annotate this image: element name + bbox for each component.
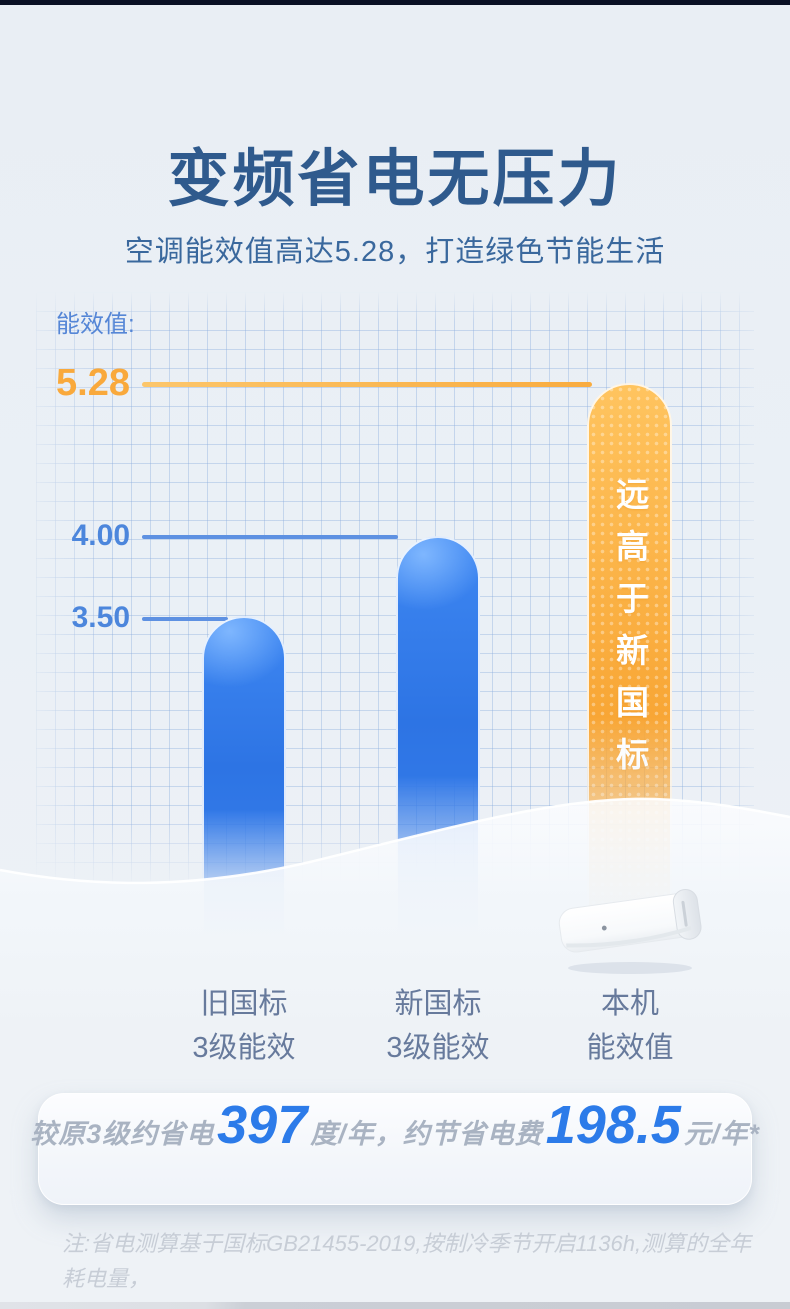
footnote: 注:省电测算基于国标GB21455-2019,按制冷季节开启1136h,测算的全… <box>62 1226 752 1309</box>
banner-value-money: 198.5 <box>545 1095 681 1155</box>
page-subtitle: 空调能效值高达5.28，打造绿色节能生活 <box>124 236 666 268</box>
banner-value-kwh: 397 <box>217 1095 308 1155</box>
bar-label-this-unit: 本机 能效值 <box>520 982 740 1070</box>
bar-label-line: 旧国标 <box>200 988 288 1020</box>
bar-label-line: 新国标 <box>394 988 482 1020</box>
tick-line-400 <box>142 535 398 539</box>
bar-label-old-standard: 旧国标 3级能效 <box>134 982 354 1070</box>
bar-label-line: 3级能效 <box>386 1032 490 1064</box>
bar-label-line: 本机 <box>600 988 659 1020</box>
banner-text-before: 较原3级约省电 <box>30 1119 215 1149</box>
tick-label-528: 5.28 <box>56 362 130 404</box>
savings-banner: 较原3级约省电 397 度/年，约节省电费 198.5 元/年* <box>30 1093 759 1205</box>
page-title: 变频省电无压力 <box>167 145 623 214</box>
tick-label-400: 4.00 <box>71 519 130 552</box>
top-divider-strip <box>0 0 790 5</box>
tick-line-350 <box>142 617 228 621</box>
bar-label-line: 3级能效 <box>192 1032 296 1064</box>
axis-title: 能效值: <box>56 311 135 338</box>
banner-text-mid: 度/年，约节省电费 <box>310 1119 543 1149</box>
tick-label-350: 3.50 <box>71 601 130 634</box>
bar-label-new-standard: 新国标 3级能效 <box>328 982 548 1070</box>
wave-decoration <box>0 797 790 1190</box>
footnote-line-1: 注:省电测算基于国标GB21455-2019,按制冷季节开启1136h,测算的全… <box>62 1231 752 1291</box>
bar-annotation: 远高于新国标 <box>611 477 649 789</box>
bottom-divider-strip <box>0 1302 790 1309</box>
bar-label-line: 能效值 <box>586 1032 674 1064</box>
banner-text-after: 元/年* <box>683 1119 760 1149</box>
air-conditioner-image <box>558 888 702 974</box>
tick-line-528 <box>142 382 592 387</box>
